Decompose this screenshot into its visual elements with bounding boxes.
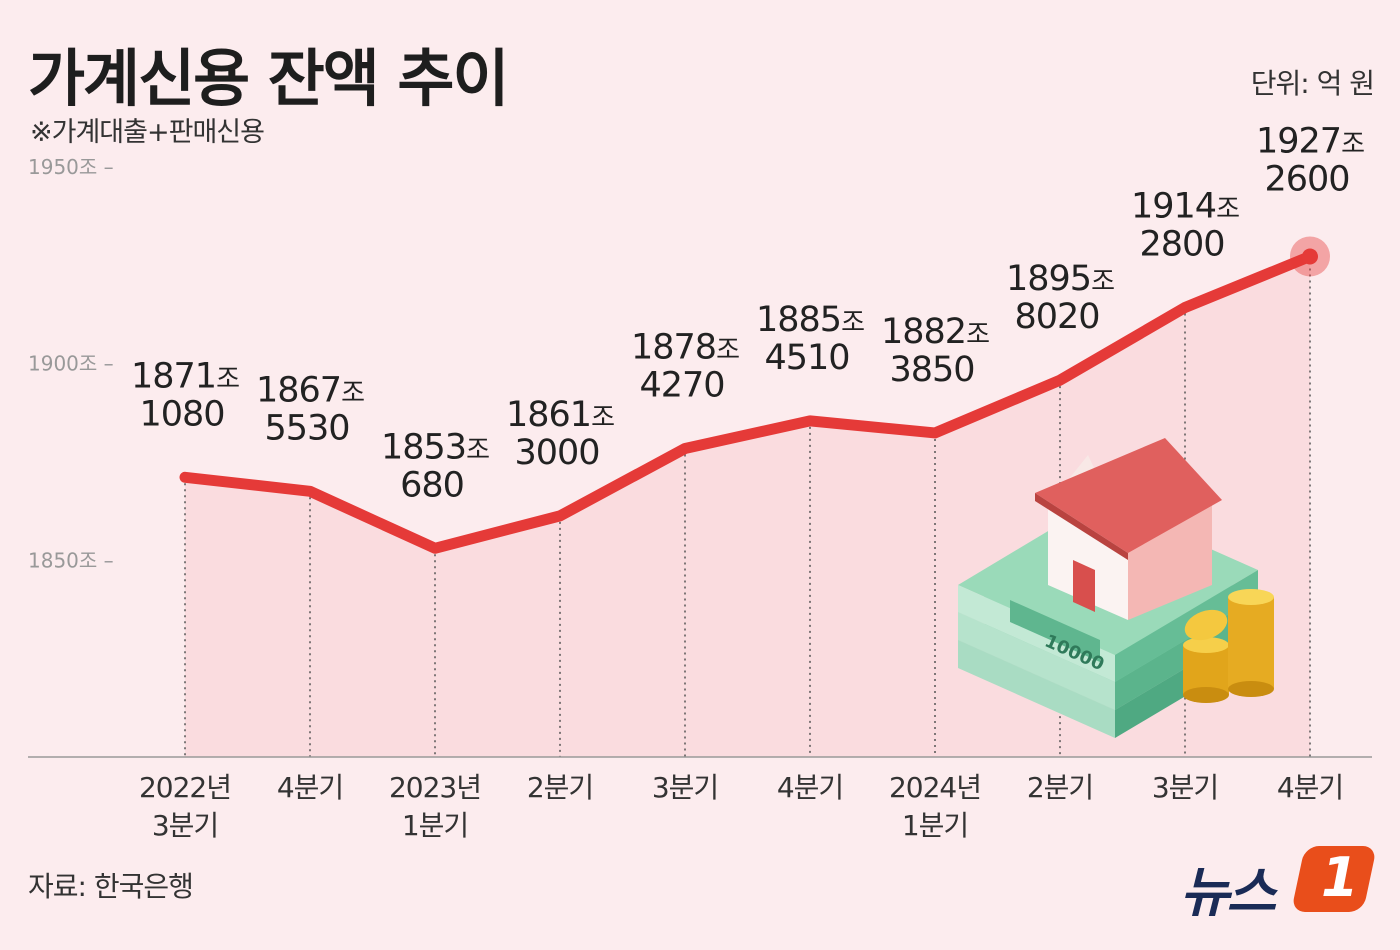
- data-label-jo: 1927조: [1256, 121, 1364, 161]
- y-tick-label: 1850조 –: [28, 548, 114, 572]
- data-label-jo: 1861조: [506, 395, 614, 435]
- source-note: 자료: 한국은행: [28, 870, 194, 903]
- data-label-jo: 1853조: [381, 427, 489, 467]
- x-tick-label: 4분기: [777, 771, 843, 804]
- data-label-eok: 680: [400, 465, 464, 505]
- data-label-eok: 1080: [139, 394, 224, 434]
- data-label-eok: 8020: [1014, 297, 1099, 337]
- house-icon: [1035, 438, 1222, 620]
- data-label-jo: 1871조: [131, 356, 239, 396]
- news1-logo: 뉴스 1: [1180, 840, 1380, 924]
- logo-text: 뉴스: [1180, 861, 1276, 924]
- data-label-jo: 1882조: [881, 312, 989, 352]
- chart-subtitle: ※가계대출+판매신용: [30, 117, 265, 148]
- data-line: [179, 250, 1316, 554]
- x-tick-label: 3분기: [1152, 771, 1218, 804]
- house-money-illustration: 10000: [958, 438, 1274, 738]
- data-label-eok: 3000: [514, 433, 599, 473]
- data-label-jo: 1885조: [756, 300, 864, 340]
- drop-lines-layer: [184, 256, 1311, 757]
- x-tick-label: 2024년: [889, 771, 981, 804]
- y-tick-label: 1950조 –: [28, 155, 114, 179]
- x-tick-label: 2분기: [1027, 771, 1093, 804]
- x-tick-label: 3분기: [152, 809, 218, 842]
- data-label-jo: 1867조: [256, 370, 364, 410]
- x-tick-label: 2분기: [527, 771, 593, 804]
- chart-title: 가계신용 잔액 추이: [28, 42, 509, 115]
- x-tick-label: 2023년: [389, 771, 481, 804]
- x-tick-label: 2022년: [139, 771, 231, 804]
- x-tick-label: 1분기: [402, 809, 468, 842]
- data-label-eok: 4510: [764, 338, 849, 378]
- y-ticks-layer: 1950조 – 1900조 – 1850조 –: [28, 155, 114, 572]
- x-tick-label: 1분기: [902, 809, 968, 842]
- unit-label: 단위: 억 원: [1250, 67, 1375, 100]
- data-label-jo: 1878조: [631, 328, 739, 368]
- y-tick-label: 1900조 –: [28, 352, 114, 376]
- logo-mark-number: 1: [1321, 846, 1359, 909]
- x-tick-label: 4분기: [1277, 771, 1343, 804]
- x-tick-label: 4분기: [277, 771, 343, 804]
- data-label-jo: 1895조: [1006, 259, 1114, 299]
- highlight-point: [1302, 248, 1318, 265]
- data-label-eok: 5530: [264, 408, 349, 448]
- data-label-eok: 4270: [639, 366, 724, 406]
- coins-icon: [1183, 589, 1274, 703]
- data-label-eok: 3850: [889, 350, 974, 390]
- data-label-eok: 2800: [1139, 224, 1224, 264]
- data-label-eok: 2600: [1264, 159, 1349, 199]
- x-tick-label: 3분기: [652, 771, 718, 804]
- x-labels-layer: 2022년 3분기 4분기 2023년 1분기 2분기 3분기 4분기 2024년 1분기 2분기 3…: [139, 771, 1344, 842]
- points-layer: [1290, 236, 1330, 277]
- data-label-jo: 1914조: [1131, 186, 1239, 226]
